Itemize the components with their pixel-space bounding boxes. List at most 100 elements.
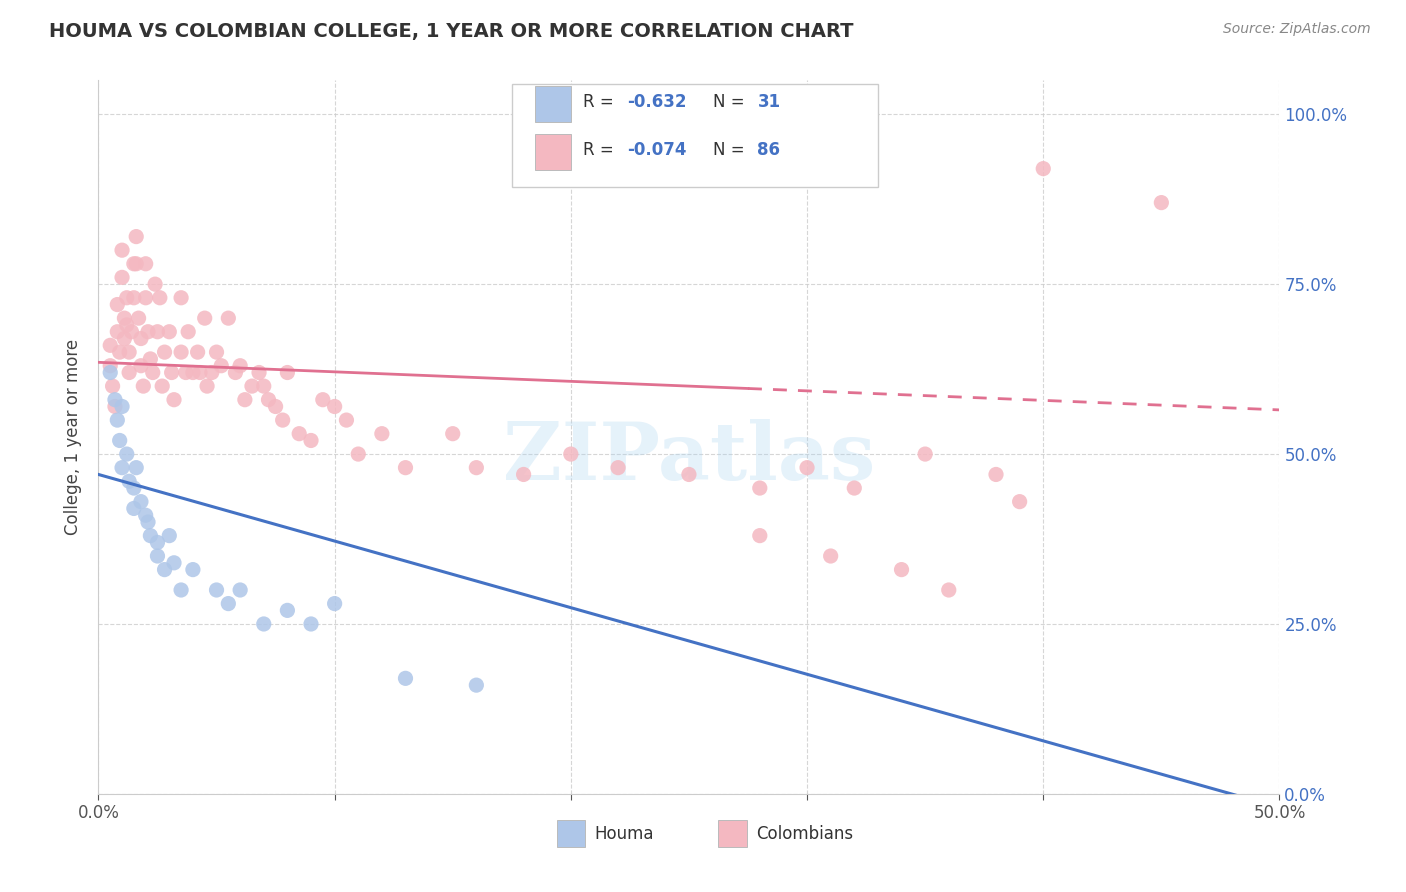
Point [560, 447, 582, 461]
Y-axis label: College, 1 year or more: College, 1 year or more [65, 339, 83, 535]
Point [150, 379, 173, 393]
Point [1008, 494, 1031, 508]
Point [112, 332, 135, 346]
Point [201, 366, 224, 380]
Text: R =: R = [582, 93, 619, 111]
Point [217, 311, 239, 326]
Point [160, 366, 183, 380]
Point [512, 467, 534, 482]
Point [170, 291, 193, 305]
Point [108, 434, 131, 448]
Text: -0.632: -0.632 [627, 93, 688, 111]
Point [135, 291, 157, 305]
Point [240, 379, 263, 393]
Point [105, 297, 128, 311]
Point [312, 392, 335, 407]
Point [1150, 195, 1173, 210]
Point [153, 345, 176, 359]
Point [323, 597, 346, 611]
Point [118, 475, 141, 489]
FancyBboxPatch shape [536, 134, 571, 169]
Point [139, 528, 162, 542]
Point [146, 549, 169, 563]
Point [139, 351, 162, 366]
Point [105, 325, 128, 339]
Point [132, 379, 155, 393]
Text: -0.074: -0.074 [627, 141, 688, 159]
Text: N =: N = [713, 141, 749, 159]
Point [111, 460, 134, 475]
Point [163, 392, 186, 407]
Point [157, 325, 180, 339]
Point [229, 582, 252, 597]
Point [209, 359, 232, 373]
Text: HOUMA VS COLOMBIAN COLLEGE, 1 YEAR OR MORE CORRELATION CHART: HOUMA VS COLOMBIAN COLLEGE, 1 YEAR OR MO… [49, 22, 853, 41]
Point [122, 291, 145, 305]
Point [105, 413, 128, 427]
Text: 86: 86 [758, 141, 780, 159]
Point [111, 270, 134, 285]
Point [118, 366, 141, 380]
Point [299, 617, 322, 632]
Point [163, 556, 186, 570]
Point [914, 447, 936, 461]
Point [253, 379, 276, 393]
Point [104, 400, 127, 414]
Point [129, 494, 152, 508]
Text: N =: N = [713, 93, 749, 111]
Point [104, 392, 127, 407]
FancyBboxPatch shape [512, 84, 877, 187]
Point [125, 460, 148, 475]
Text: R =: R = [582, 141, 619, 159]
Point [233, 392, 256, 407]
Point [170, 582, 193, 597]
Point [112, 311, 135, 326]
Text: ZIPatlas: ZIPatlas [503, 419, 875, 498]
Point [170, 345, 193, 359]
Point [177, 325, 200, 339]
Point [121, 325, 143, 339]
Point [157, 528, 180, 542]
Point [181, 366, 204, 380]
Point [247, 366, 270, 380]
Point [748, 528, 770, 542]
Point [371, 426, 394, 441]
Point [205, 582, 228, 597]
Point [98, 359, 121, 373]
Text: 31: 31 [758, 93, 780, 111]
Point [335, 413, 357, 427]
Point [820, 549, 842, 563]
Point [115, 291, 138, 305]
Point [122, 257, 145, 271]
Point [347, 447, 370, 461]
Point [118, 345, 141, 359]
Point [796, 460, 818, 475]
Point [108, 345, 131, 359]
Point [135, 508, 157, 523]
Point [217, 597, 239, 611]
Point [188, 366, 211, 380]
Point [194, 311, 217, 326]
Point [98, 366, 121, 380]
Point [205, 345, 228, 359]
Point [181, 563, 204, 577]
Point [146, 325, 169, 339]
Point [299, 434, 322, 448]
Point [229, 359, 252, 373]
Point [890, 563, 912, 577]
FancyBboxPatch shape [557, 821, 585, 847]
FancyBboxPatch shape [536, 86, 571, 121]
Point [142, 366, 165, 380]
Point [607, 460, 630, 475]
Point [125, 257, 148, 271]
Point [441, 426, 464, 441]
Point [323, 400, 346, 414]
Point [111, 400, 134, 414]
Point [264, 400, 287, 414]
Point [101, 379, 124, 393]
FancyBboxPatch shape [718, 821, 747, 847]
Point [129, 332, 152, 346]
Point [276, 603, 298, 617]
Point [122, 501, 145, 516]
Point [153, 563, 176, 577]
